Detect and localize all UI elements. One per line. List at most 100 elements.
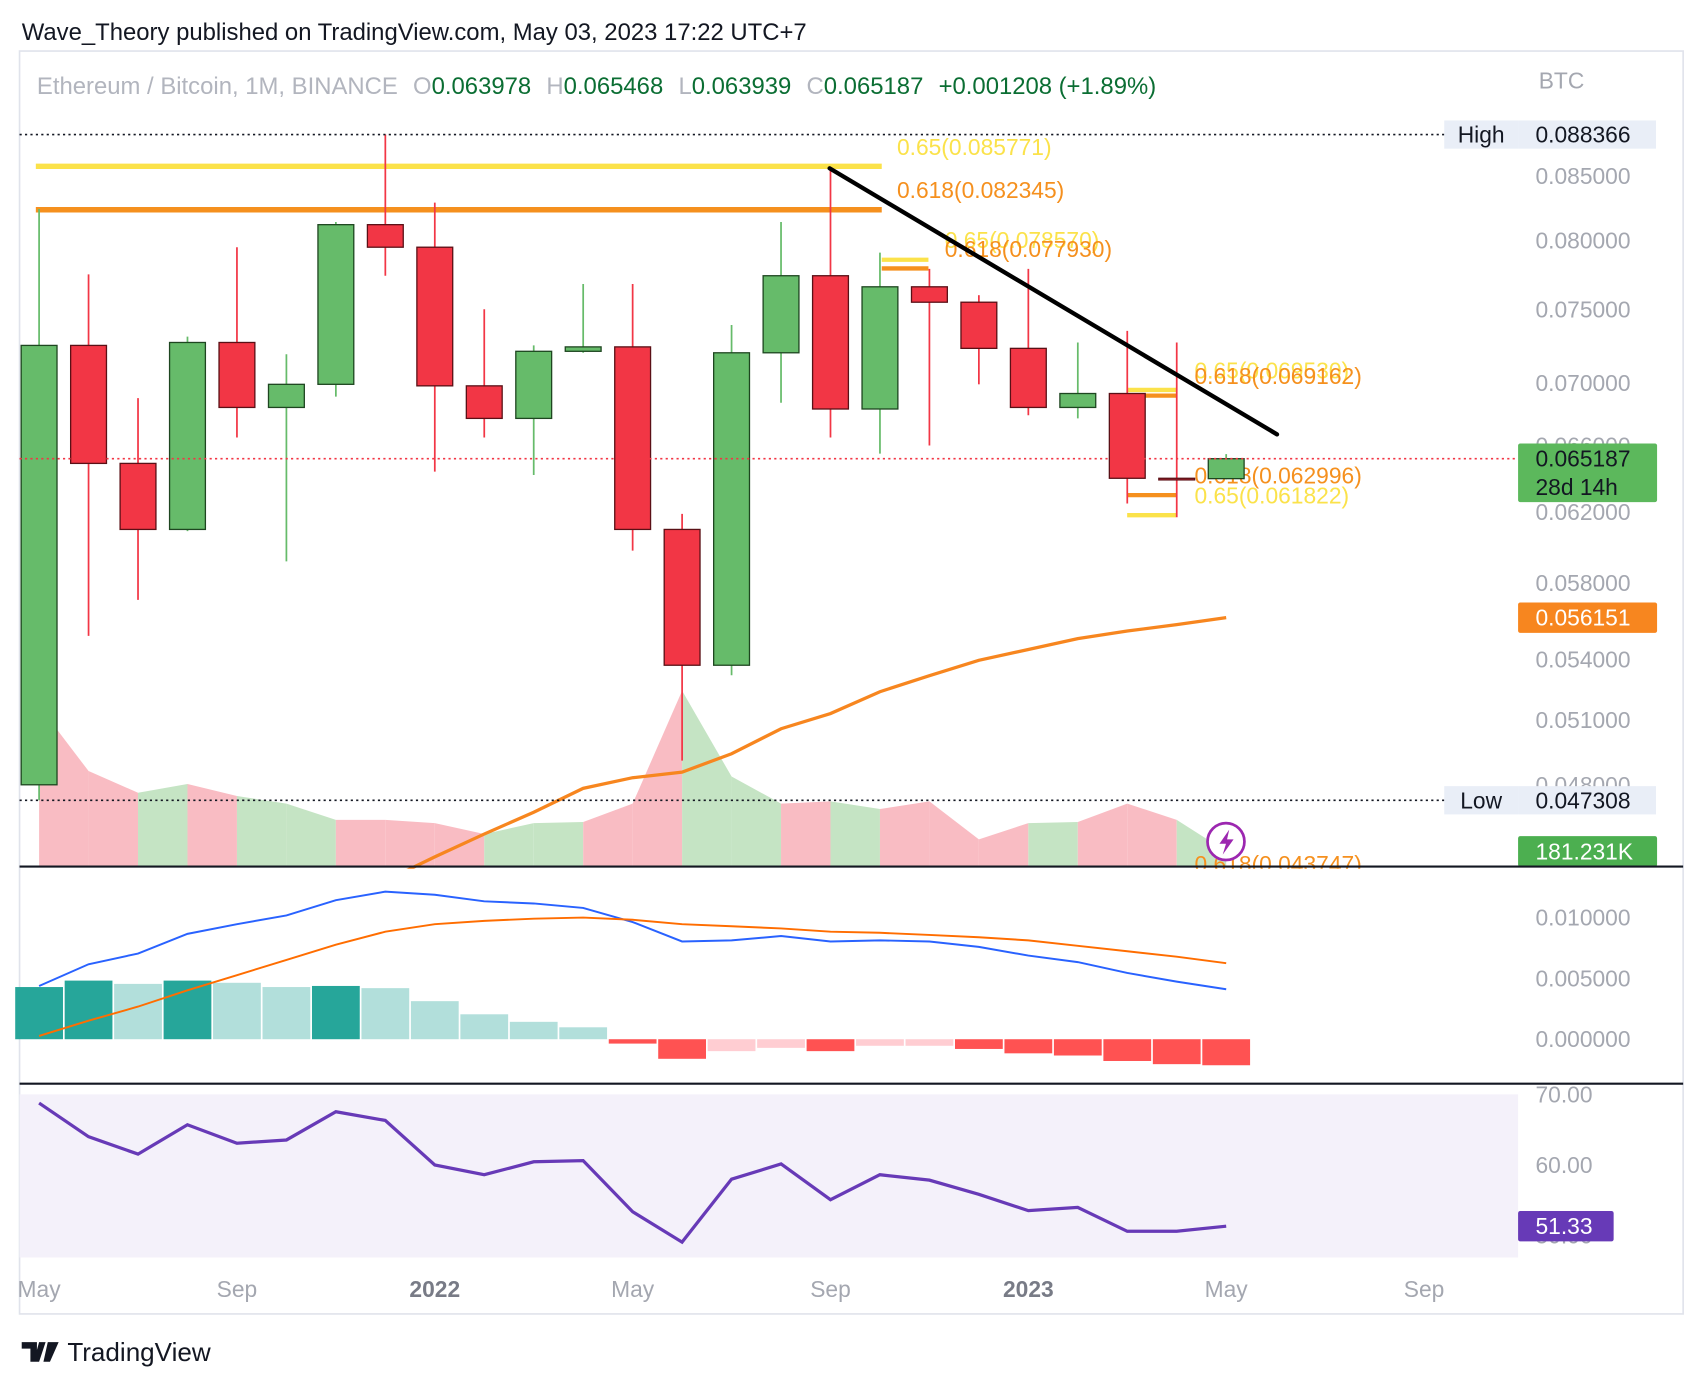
candle-body — [713, 352, 751, 666]
high-value: 0.088366 — [1535, 122, 1630, 148]
candle-body — [69, 344, 108, 465]
volume-area — [1127, 803, 1177, 866]
candle-body — [465, 385, 503, 420]
volume-area — [187, 784, 237, 866]
candle-body — [218, 341, 256, 409]
x-tick-label: 2022 — [409, 1276, 460, 1302]
legend-change: +0.001208 — [939, 72, 1053, 99]
candle-body — [515, 350, 553, 420]
y-tick-label: 0.075000 — [1535, 296, 1630, 322]
candle-body — [1207, 458, 1245, 480]
candle-body — [1158, 477, 1196, 481]
x-tick-label: Sep — [810, 1276, 851, 1302]
volume-area — [781, 801, 831, 866]
histogram-bar — [1202, 1039, 1251, 1066]
candle-body — [119, 462, 157, 531]
y-tick-label: 0.051000 — [1535, 707, 1630, 733]
low-tag — [1444, 786, 1519, 815]
fib-label: 0.618(0.082345) — [897, 177, 1064, 203]
histogram-bar — [311, 985, 360, 1040]
candle-body — [564, 346, 602, 352]
legend: Ethereum / Bitcoin, 1M, BINANCE O0.063978… — [37, 72, 1156, 99]
histogram-bar — [707, 1039, 756, 1052]
histogram-bar — [954, 1039, 1003, 1049]
countdown: 28d 14h — [1535, 474, 1617, 500]
histogram-bar — [608, 1039, 657, 1044]
symbol: Ethereum / Bitcoin, 1M, BINANCE — [37, 72, 398, 99]
candle-body — [861, 286, 899, 410]
legend-close: 0.065187 — [824, 72, 924, 99]
x-tick-label: May — [18, 1276, 62, 1302]
legend-letter: L — [678, 72, 691, 99]
high-tag-text: High — [1458, 122, 1505, 148]
macd-line — [38, 890, 1227, 991]
histogram-bar — [213, 982, 261, 1040]
rsi-line — [38, 1101, 1227, 1245]
low-value: 0.047308 — [1535, 787, 1630, 813]
volume-area — [286, 803, 336, 866]
volume-area — [583, 803, 633, 866]
fib-label: 0.65(0.085771) — [897, 134, 1052, 160]
histogram-bar — [64, 980, 113, 1040]
candle-body — [910, 286, 948, 303]
volume-area — [682, 690, 732, 866]
y-tick-label: 0.054000 — [1535, 646, 1630, 672]
x-tick-label: May — [1205, 1276, 1249, 1302]
y-tick-label: 0.085000 — [1535, 163, 1630, 189]
legend-change-pct: (+1.89%) — [1059, 72, 1157, 99]
chart-area: 0.65(0.085771) 0.618(0.082345) 0.65(0.0785… — [15, 67, 1658, 1302]
y-tick-label: 70.00 — [1535, 1081, 1592, 1107]
header: Wave_Theory published on TradingView.com… — [22, 19, 807, 46]
candle-body — [1059, 392, 1097, 409]
histogram-bar — [1004, 1039, 1053, 1054]
rsi-band — [19, 1094, 1519, 1258]
high-value-box — [1518, 120, 1656, 149]
histogram-bar — [1152, 1039, 1201, 1065]
trend-line — [827, 166, 1280, 437]
last-price-box — [1518, 443, 1658, 503]
volume-box — [1518, 836, 1658, 867]
volume-area — [1028, 822, 1078, 866]
y-tick-label: 0.062000 — [1535, 499, 1630, 525]
fib-label: 0.618(0.069162) — [1194, 363, 1361, 389]
signal-line — [38, 916, 1227, 1037]
candle-body — [1108, 392, 1146, 479]
ma-value: 0.056151 — [1535, 605, 1630, 631]
volume-area — [731, 776, 782, 866]
candle-body — [1009, 347, 1047, 409]
histogram-bar — [806, 1039, 855, 1052]
volume-area — [236, 796, 287, 866]
candle-body — [614, 346, 652, 531]
histogram-bar — [1103, 1039, 1152, 1061]
candle-body — [20, 344, 58, 786]
histogram-bar — [1053, 1039, 1102, 1056]
y-tick-label: 0.080000 — [1535, 228, 1630, 254]
legend-open: 0.063978 — [432, 72, 532, 99]
last-price: 0.065187 — [1535, 446, 1630, 472]
rsi-box — [1518, 1211, 1614, 1242]
volume-area — [632, 690, 683, 866]
volume-area — [879, 801, 930, 866]
x-tick-label: Sep — [1404, 1276, 1445, 1302]
legend-low: 0.063939 — [692, 72, 792, 99]
histogram-bar — [361, 988, 410, 1040]
histogram-bar — [509, 1021, 558, 1040]
chart-frame — [18, 50, 1684, 1315]
candle-body — [663, 528, 701, 666]
x-tick-label: May — [611, 1276, 655, 1302]
y-tick-label: 0.070000 — [1535, 370, 1630, 396]
y-tick-label: 0.010000 — [1535, 905, 1630, 931]
histogram-bar — [262, 987, 311, 1040]
volume-area — [88, 771, 139, 866]
volume-area — [138, 784, 188, 866]
y-tick-label: 0.058000 — [1535, 570, 1630, 596]
legend-letter: C — [807, 72, 824, 99]
fib-label: 0.618(0.077930) — [945, 236, 1112, 262]
fib-label: 0.65(0.069530) — [1194, 357, 1349, 383]
volume-area — [484, 823, 534, 866]
histogram-bar — [410, 1001, 459, 1040]
legend-letter: H — [546, 72, 563, 99]
price-pane: 0.65(0.085771) 0.618(0.082345) 0.65(0.0785… — [20, 134, 1362, 869]
candle-body — [762, 275, 800, 354]
volume-area — [978, 823, 1029, 866]
